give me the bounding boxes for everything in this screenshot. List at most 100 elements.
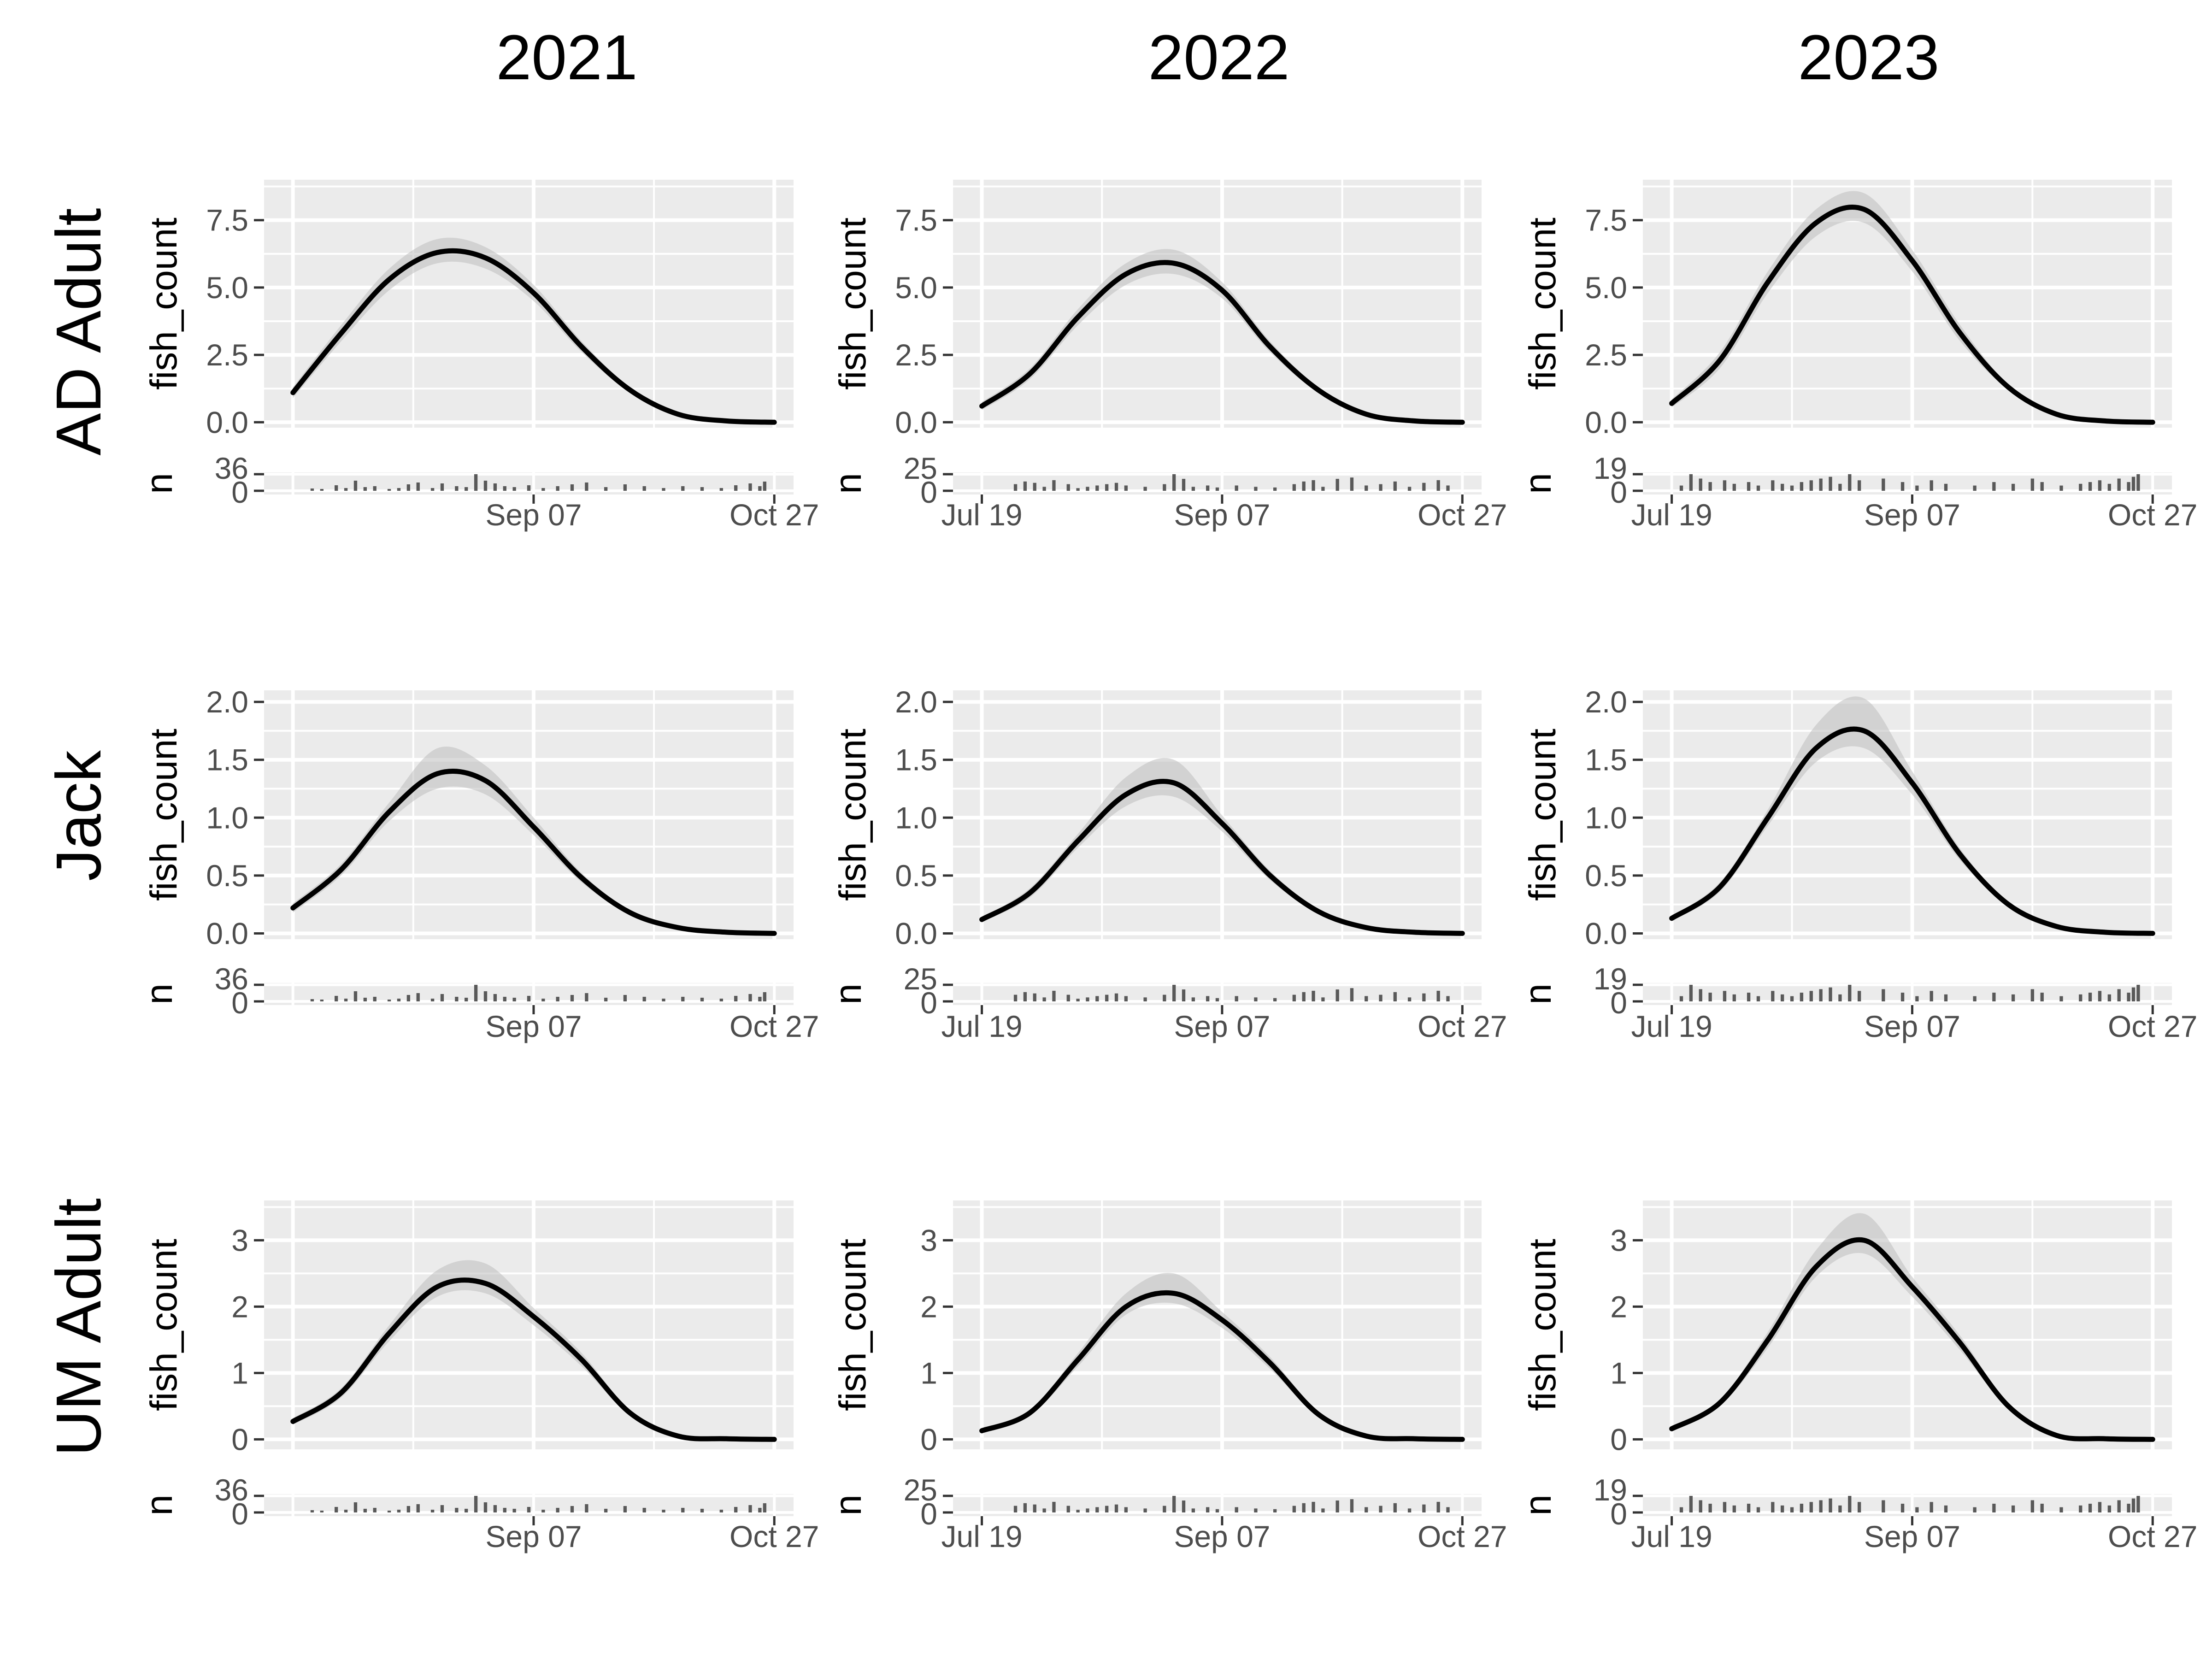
count-bar (2136, 474, 2140, 491)
y-tick-label: 0 (231, 1422, 248, 1456)
y-tick-label: 7.5 (1585, 203, 1627, 237)
count-bar (1023, 1503, 1027, 1512)
count-axis-title: n (1517, 473, 1559, 494)
count-bar (623, 1506, 627, 1512)
count-bar (465, 1509, 468, 1512)
fitted-curve (1669, 1237, 2155, 1442)
count-bar (1124, 1507, 1128, 1512)
count-y-tick-label: 19 (1594, 962, 1627, 996)
count-bar (1930, 991, 1933, 1001)
count-bar (1900, 1504, 1905, 1512)
count-bar (2040, 993, 2044, 1001)
count-bar (585, 993, 588, 1001)
row-title-ad-adult: AD Adult (43, 208, 114, 456)
y-tick-label: 0.5 (895, 859, 937, 893)
count-bar (1809, 480, 1813, 491)
count-bar (1781, 994, 1784, 1001)
count-bar (700, 1509, 704, 1512)
count-bar (397, 1510, 401, 1512)
count-bar (1732, 483, 1736, 491)
count-bar (406, 1506, 411, 1512)
count-bar (1446, 1507, 1450, 1512)
count-bar (1800, 1504, 1804, 1512)
count-bar (1930, 1502, 1933, 1512)
x-tick-label: Oct 27 (2108, 1519, 2197, 1553)
count-bar (363, 487, 367, 491)
facet-titles: 2021 2022 2023 AD Adult Jack UM Adult (43, 22, 1940, 1456)
count-bar (1350, 988, 1354, 1001)
count-bar (1321, 997, 1325, 1001)
count-bar (1191, 1508, 1195, 1512)
count-bar (1436, 1501, 1440, 1512)
panel-background (1643, 1200, 2172, 1449)
count-bar (763, 1503, 766, 1512)
count-bar (1052, 990, 1056, 1001)
count-bar (541, 1510, 545, 1512)
panel-background (953, 180, 1482, 428)
count-bar (1992, 993, 1996, 1001)
count-bar (1042, 997, 1046, 1001)
count-bar (681, 486, 685, 491)
count-bar (430, 488, 435, 491)
count-bar (1809, 991, 1813, 1001)
y-axis-title: fish_count (832, 218, 874, 390)
panel-2021-1: 0.0 0.5 1.0 1.5 2.0 fish_count 036 n Sep 07 Oct 2… (138, 685, 819, 1043)
count-bar (1312, 480, 1315, 491)
count-bar (1066, 994, 1070, 1001)
count-bar (2131, 987, 2136, 1001)
count-bar (1235, 485, 1238, 491)
x-tick-label: Jul 19 (941, 1009, 1023, 1043)
count-bar (2107, 994, 2111, 1001)
count-bar (2030, 1500, 2034, 1512)
count-bar (1900, 482, 1905, 491)
count-axis-title: n (138, 473, 180, 494)
count-bar (623, 995, 627, 1001)
count-bar (1350, 1499, 1354, 1512)
count-bar (1781, 1505, 1784, 1512)
count-bar (527, 1507, 531, 1512)
count-bar (1857, 1502, 1861, 1512)
count-bar (2079, 994, 2083, 1001)
y-tick-label: 5.0 (206, 271, 248, 305)
y-tick-label: 2.5 (206, 338, 248, 372)
y-tick-label: 0.0 (895, 916, 937, 950)
count-y-tick-label: 0 (231, 986, 248, 1020)
y-tick-label: 0.5 (1585, 859, 1627, 893)
count-y-tick-label: 19 (1594, 1473, 1627, 1507)
fitted-curve (1669, 204, 2155, 425)
count-bar (2136, 1496, 2140, 1512)
count-bar (373, 1508, 377, 1512)
count-bar (1292, 994, 1296, 1001)
count-bar (310, 999, 314, 1001)
fitted-curve (290, 1277, 777, 1442)
count-bar (1191, 997, 1195, 1001)
count-bar (1422, 482, 1426, 491)
count-bar (763, 992, 766, 1001)
count-bar (1042, 487, 1046, 491)
count-bar (1699, 478, 1702, 491)
count-bar (440, 483, 444, 491)
count-bar (310, 1510, 314, 1512)
count-bar (1973, 996, 1977, 1001)
y-tick-label: 1 (231, 1356, 248, 1390)
count-bar (1379, 1506, 1382, 1512)
panel-2022-1: 0.0 0.5 1.0 1.5 2.0 fish_count 025 n Jul 19 Sep 0… (827, 685, 1507, 1043)
count-bar (1076, 488, 1080, 491)
y-tick-label: 1.0 (206, 800, 248, 835)
count-bar (556, 1508, 559, 1512)
y-tick-label: 0.0 (206, 916, 248, 950)
y-tick-label: 3 (920, 1223, 937, 1257)
count-axis-title: n (138, 1494, 180, 1516)
y-tick-label: 1.5 (206, 743, 248, 777)
count-bar (2098, 1502, 2102, 1512)
count-bar (1013, 1506, 1018, 1512)
count-bar (2107, 1505, 2111, 1512)
count-bar (1273, 998, 1277, 1001)
panel-2023-0: 0.0 2.5 5.0 7.5 fish_count 019 n Jul 19 Sep 07 Oc… (1517, 180, 2197, 532)
count-bar (1365, 485, 1368, 491)
count-y-tick-label: 0 (920, 475, 937, 509)
count-bar (1790, 485, 1794, 491)
